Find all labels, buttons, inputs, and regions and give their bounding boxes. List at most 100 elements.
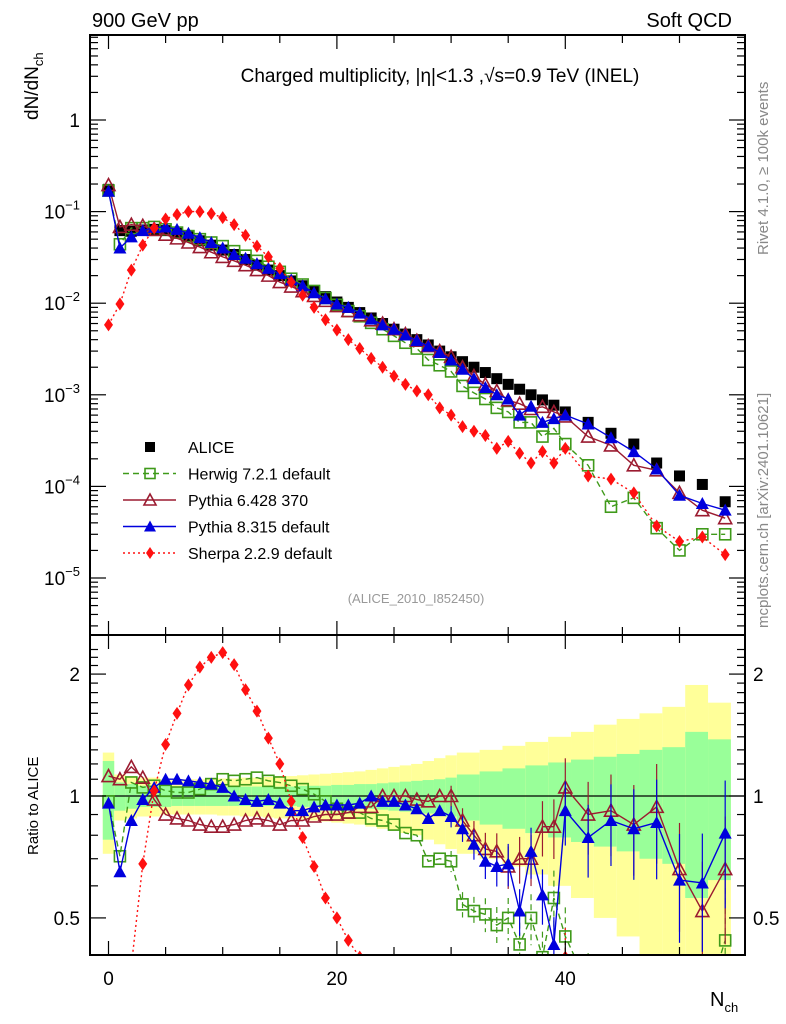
data-point [628,438,640,450]
data-point [237,257,254,272]
data-point [149,784,159,798]
y-axis-label-ratio: Ratio to ALICE [25,757,42,855]
data-point [695,876,709,889]
data-point [537,445,547,459]
legend-marker [146,547,154,559]
data-point [412,384,422,398]
data-point [376,318,390,331]
data-point [604,813,618,826]
data-point [604,431,618,444]
ratio-y-tick-label-right: 0.5 [753,909,779,930]
data-point [720,548,730,562]
data-point [538,1020,547,1024]
data-point [170,772,184,785]
data-point [343,933,353,947]
data-point [159,772,173,785]
ratio-series-pythia-8-315-default [102,772,732,955]
data-point [183,205,193,219]
band-inner [685,731,709,898]
data-point [410,828,424,842]
data-point [193,775,207,788]
data-point [387,322,401,335]
data-point [547,412,561,425]
data-point [102,184,115,197]
data-point [249,810,265,825]
data-point [124,813,138,826]
data-point [206,650,216,664]
data-point [261,261,275,274]
data-point [237,812,254,827]
ratio-series-sherpa-2-2-9-default [131,646,707,1024]
data-point [424,1007,433,1020]
data-point [410,334,424,347]
data-point [216,780,230,793]
data-point [172,207,182,221]
data-point [169,230,185,245]
legend-marker [144,467,156,480]
data-point [675,535,684,549]
data-point [431,787,448,803]
data-point [718,527,732,541]
data-point [515,446,525,460]
data-point [456,379,469,393]
data-point [192,238,208,254]
data-point [112,218,128,234]
data-point [241,228,251,242]
band-inner [456,774,480,821]
legend-entry: Pythia 6.428 370 [123,492,308,510]
data-point [203,818,220,833]
legend-label: Herwig 7.2.1 default [188,467,331,484]
ratio-plot-series [90,646,745,1024]
data-point [100,767,117,783]
data-point [123,216,140,231]
data-point [195,205,205,219]
ratio-y-tick-label: 2 [69,665,80,686]
data-point [535,415,549,428]
data-point [698,1020,707,1024]
band-inner [433,779,446,815]
data-point [421,339,435,352]
ratio-uncertainty-bands [102,684,731,955]
legend-label: Pythia 8.315 default [188,520,330,537]
data-point [534,818,551,833]
legend-marker [144,520,156,532]
data-point [157,226,174,241]
data-point [606,990,615,1003]
series-sherpa-2-2-9-default [104,205,730,562]
data-point [501,857,515,870]
data-point [479,908,492,921]
data-point [629,486,639,500]
data-point [674,470,685,482]
data-point [536,950,549,955]
data-point [138,238,148,252]
data-point [718,826,732,839]
data-point [514,383,526,395]
data-point [378,360,388,374]
data-point [169,810,185,825]
data-point [275,261,285,275]
data-point [309,859,319,873]
data-point [525,389,537,401]
data-point [524,911,538,925]
legend-label: ALICE [188,440,234,457]
data-point [420,793,437,808]
data-point [511,850,528,866]
data-point [433,358,446,372]
data-point [353,796,367,809]
header-right: Soft QCD [646,10,732,32]
data-point [549,456,559,470]
data-point [366,351,376,365]
data-point [503,434,513,448]
data-point [697,1008,708,1019]
data-point [214,818,231,833]
data-point [214,248,231,264]
data-point [535,888,549,901]
data-point [294,812,311,827]
data-point [478,854,492,867]
data-point [364,789,378,802]
data-point [273,796,287,809]
data-point [204,235,218,248]
data-point [363,798,380,814]
series-pythia-8-315-default [102,184,732,516]
legend: ALICE Herwig 7.2.1 default Pythia 6.428 37… [123,440,333,563]
